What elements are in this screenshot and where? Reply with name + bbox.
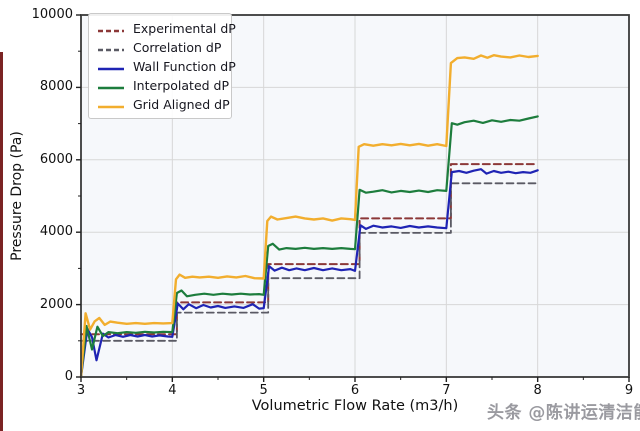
legend-label: Correlation dP [133,40,222,55]
legend: Experimental dP Correlation dP Wall Functi… [88,13,236,119]
legend-label: Interpolated dP [133,78,230,93]
y-axis-title: Pressure Drop (Pa) [9,131,25,261]
watermark-text: 头条 @陈讲运清洁能源 [487,403,640,423]
x-tick-label: 8 [533,383,542,398]
x-tick-label: 3 [76,383,86,398]
y-tick-label: 2000 [39,296,73,312]
x-tick-label: 5 [259,383,268,398]
legend-label: Grid Aligned dP [133,97,230,112]
y-tick-label: 10000 [31,7,73,22]
legend-item-wall-function-dp: Wall Function dP [97,57,236,76]
x-axis-title: Volumetric Flow Rate (m3/h) [251,398,459,414]
x-tick-label: 9 [624,383,634,398]
y-tick-label: 4000 [39,224,73,240]
legend-item-grid-aligned-dp: Grid Aligned dP [97,95,230,114]
legend-label: Wall Function dP [133,59,236,74]
series-interpolated-dp [79,115,539,379]
x-tick-label: 6 [350,383,360,398]
series-grid-aligned-dp [79,54,539,379]
legend-item-experimental-dp: Experimental dP [97,19,236,38]
y-tick-label: 0 [64,369,73,384]
series-wall-function-dp [79,168,539,379]
legend-line-swatch [97,95,125,114]
legend-line-swatch [97,76,125,95]
legend-item-correlation-dp: Correlation dP [97,38,223,57]
frame-edge-artifact [0,52,3,431]
series-correlation-dp [80,182,539,342]
legend-line-swatch [97,19,125,38]
y-tick-label: 6000 [39,151,73,167]
x-tick-label: 7 [442,383,451,398]
legend-item-interpolated-dp: Interpolated dP [97,76,229,95]
y-tick-label: 8000 [39,79,73,95]
legend-line-swatch [97,38,125,57]
legend-line-swatch [97,57,125,76]
legend-label: Experimental dP [133,21,236,36]
x-tick-label: 4 [168,383,177,398]
